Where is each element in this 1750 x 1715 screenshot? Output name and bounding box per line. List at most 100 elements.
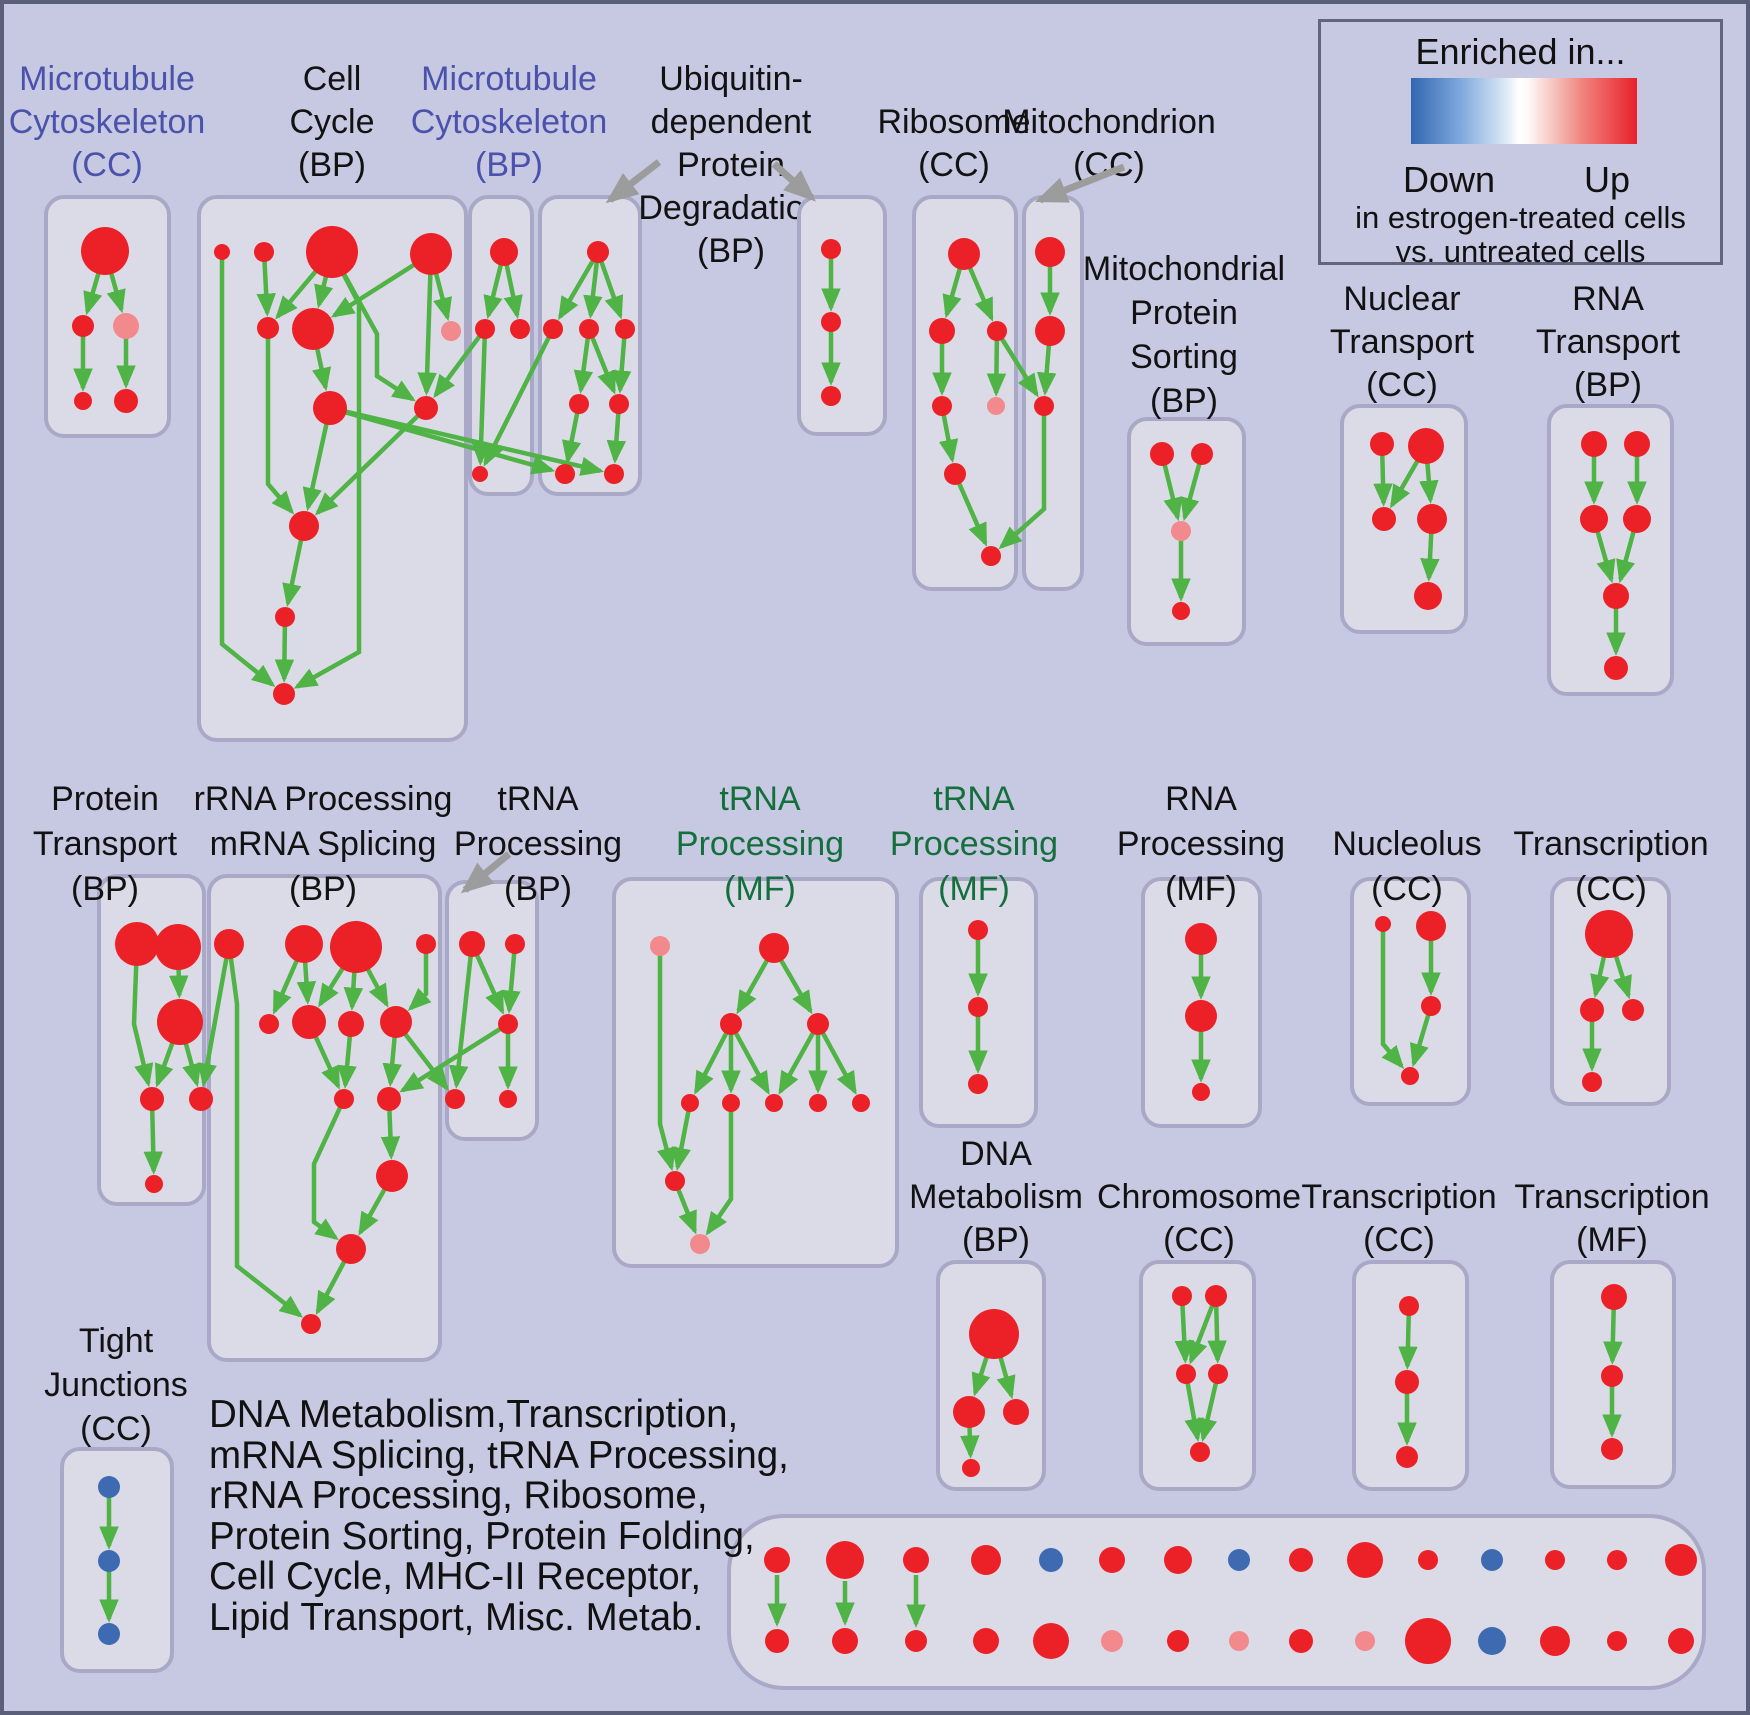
node-ubiq_chain-n2 [821,312,841,332]
node-ubiq-m3 [615,319,635,339]
edge-cell_cycle [293,273,362,689]
group-box-rna_transport [1547,404,1674,696]
ubiquitin-right-pointer [771,161,816,202]
node-trna_mf_2-n1 [968,920,988,940]
bottom-node-bottom-13 [1607,1631,1627,1651]
group-label-tight_junctions: Tight Junctions (CC) [44,1322,188,1448]
edge-cell_cycle [417,273,437,396]
edge-ribosome [986,339,1007,397]
bottom-node-bottom-8 [1289,1629,1313,1653]
bottom-summary-box [727,1514,1706,1690]
bottom-node-top-14 [1665,1544,1697,1576]
node-transcription_cc_row3-n1 [1399,1296,1419,1316]
legend-down-label: Down [1402,159,1496,200]
edge-rrna [380,1109,401,1160]
edge-rrna [272,959,299,1015]
edge-ubiq [599,260,624,320]
summary-line: Lipid Transport, Misc. Metab. [209,1595,704,1639]
edge-cell_cycle [265,338,295,515]
edge-ubiq [590,336,616,395]
bottom-node-bottom-12 [1540,1626,1570,1656]
node-nucleolus-sL [1375,916,1391,932]
edge-mito_sort [1162,464,1183,522]
group-label-mc_cc: Microtubule Cytoskeleton (CC) [9,60,206,184]
bottom-node-top-3 [971,1545,1001,1575]
edge-trna_bp [501,952,521,1014]
node-rna_transport-tL [1581,431,1607,457]
edge-trna_mf_big [779,958,813,1015]
edge-chromosome [1174,1304,1195,1364]
bottom-node-bottom-3 [973,1628,999,1654]
bottom-node-top-6 [1164,1546,1192,1574]
node-prot_transport-m [157,999,203,1045]
bottom-node-top-11 [1481,1549,1503,1571]
bottom-node-top-0 [764,1547,790,1573]
node-rna_transport-b [1604,656,1628,680]
node-mc_bp-b [472,466,488,482]
node-prot_transport-b [145,1175,163,1193]
node-rrna-t4 [416,934,436,954]
edge-transcription_cc_row2 [1590,955,1610,999]
edge-ubiq [573,337,594,394]
node-nucleolus-bR [1416,911,1446,941]
group-box-chromosome [1139,1260,1256,1491]
edge-rrna [358,1187,387,1236]
edge-cell_cycle [330,262,416,318]
edge-rrna [311,1106,343,1241]
edge-trna_mf_big [671,1110,691,1172]
bottom-node-top-7 [1228,1549,1250,1571]
group-box-ubiq [538,195,642,496]
edge-rrna [337,1035,357,1089]
bottom-node-bottom-7 [1229,1631,1249,1651]
node-chromosome-mL [1176,1364,1196,1384]
node-mito-n3 [1034,396,1054,416]
edge-rrna [382,1036,402,1087]
edge-chromosome [1184,1382,1204,1443]
edge-rrna [318,966,345,1008]
edge-trna_mf_big [657,955,676,1172]
node-cell_cycle-e [257,317,279,339]
cross-edge [403,1032,449,1091]
edge-cell_cycle [314,275,334,309]
group-label-rna_mf: RNA Processing (MF) [1117,780,1285,908]
node-nuc_transport-mL [1372,507,1396,531]
edge-dna_met [996,1356,1016,1400]
edge-prot_transport [131,964,154,1088]
edge-trna_mf_big [820,1031,857,1096]
group-label-nuc_transport: Nuclear Transport (CC) [1330,280,1475,404]
bottom-node-bottom-2 [905,1630,927,1652]
node-trna_mf_big-pkT [650,936,670,956]
node-ubiq-lo1 [569,394,589,414]
edge-nucleolus [1380,931,1405,1070]
node-rrna-t3 [330,921,382,973]
group-label-dna_met: DNA Metabolism (BP) [909,1135,1083,1259]
network-figure: Microtubule Cytoskeleton (CC) Cell Cycle (BP)… [9,60,1710,1690]
node-tight_junctions-n2 [98,1550,120,1572]
node-trna_mf_big-low [665,1171,685,1191]
node-transcription_cc_row2-b [1582,1072,1602,1092]
bottom-node-bottom-6 [1167,1630,1189,1652]
node-cell_cycle-j [289,511,319,541]
node-rrna-t2 [285,925,323,963]
cross-edge [483,336,551,467]
edge-transcription_mf [1603,1308,1623,1365]
group-label-trna_mf_2: tRNA Processing (MF) [890,780,1058,908]
node-rrna-bM [336,1234,366,1264]
group-label-prot_transport: Protein Transport (BP) [33,780,178,908]
cross-edge [399,1026,502,1093]
node-transcription_mf-n1 [1601,1284,1627,1310]
node-ubiq_chain-n1 [821,239,841,259]
bottom-node-bottom-4 [1033,1623,1069,1659]
edge-mc_bp [483,264,504,320]
group-box-ribosome [912,195,1018,591]
node-trna_bp-m [498,1014,518,1034]
edge-ubiq [558,259,595,321]
edge-mito [1036,344,1057,396]
node-mc_bp-mL [475,319,495,339]
edge-cell_cycle [275,269,318,320]
node-transcription_cc_row2-dR [1622,999,1644,1021]
node-dna_met-b [962,1459,980,1477]
node-rrna-bF [301,1314,321,1334]
node-mc_bp-t [490,238,518,266]
edge-rrna [343,971,364,1011]
